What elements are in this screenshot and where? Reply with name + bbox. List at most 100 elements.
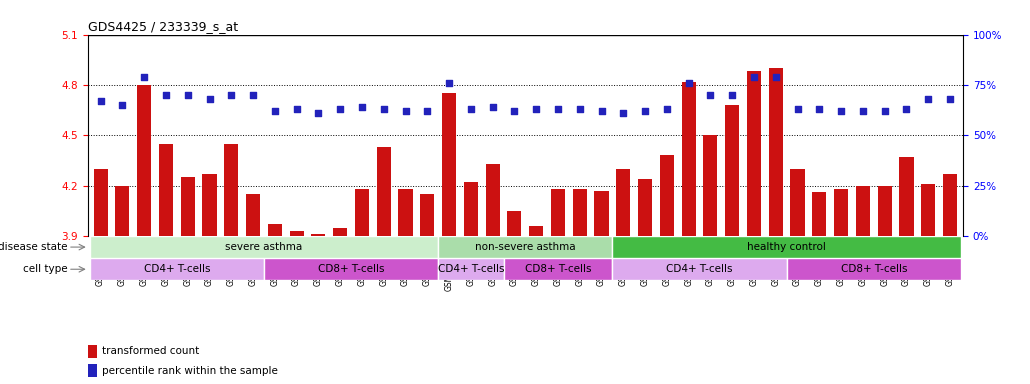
Point — [224, 92, 240, 98]
Text: transformed count: transformed count — [102, 346, 199, 356]
Bar — [333, 228, 347, 236]
Point — [114, 102, 131, 108]
Point — [93, 98, 109, 104]
Text: cell type: cell type — [24, 264, 68, 274]
Point — [398, 108, 414, 114]
Bar — [264, 258, 438, 280]
Text: CD4+ T-cells: CD4+ T-cells — [143, 264, 210, 274]
Bar — [921, 184, 935, 236]
Bar — [438, 236, 613, 258]
Bar — [660, 156, 674, 236]
Point — [724, 92, 741, 98]
Bar — [377, 147, 390, 236]
Bar — [88, 345, 97, 358]
Bar — [747, 71, 761, 236]
Point — [702, 92, 719, 98]
Point — [593, 108, 610, 114]
Bar — [268, 224, 282, 236]
Point — [528, 106, 545, 112]
Text: GDS4425 / 233339_s_at: GDS4425 / 233339_s_at — [88, 20, 238, 33]
Text: percentile rank within the sample: percentile rank within the sample — [102, 366, 278, 376]
Point — [484, 104, 501, 110]
Text: CD8+ T-cells: CD8+ T-cells — [840, 264, 907, 274]
Point — [811, 106, 827, 112]
Point — [920, 96, 936, 102]
Point — [550, 106, 566, 112]
Point — [179, 92, 196, 98]
Bar — [856, 185, 870, 236]
Point — [310, 110, 327, 116]
Bar — [878, 185, 892, 236]
Bar — [551, 189, 565, 236]
Point — [767, 74, 784, 80]
Bar — [594, 191, 609, 236]
Bar — [442, 93, 456, 236]
Bar — [613, 258, 787, 280]
Bar — [90, 258, 264, 280]
Bar — [137, 85, 151, 236]
Text: severe asthma: severe asthma — [226, 242, 303, 252]
Point — [681, 80, 697, 86]
Text: healthy control: healthy control — [747, 242, 826, 252]
Point — [877, 108, 893, 114]
Point — [506, 108, 522, 114]
Bar — [787, 258, 961, 280]
Bar — [399, 189, 413, 236]
Bar — [613, 236, 961, 258]
Text: disease state: disease state — [0, 242, 68, 252]
Text: CD4+ T-cells: CD4+ T-cells — [438, 264, 504, 274]
Bar — [899, 157, 914, 236]
Point — [288, 106, 305, 112]
Text: CD4+ T-cells: CD4+ T-cells — [666, 264, 732, 274]
Bar — [485, 164, 500, 236]
Bar — [311, 234, 325, 236]
Bar — [504, 258, 613, 280]
Bar — [355, 189, 369, 236]
Point — [136, 74, 152, 80]
Bar — [88, 364, 97, 377]
Bar — [703, 135, 718, 236]
Bar — [682, 81, 695, 236]
Bar — [790, 169, 804, 236]
Point — [419, 108, 436, 114]
Bar — [115, 185, 130, 236]
Point — [201, 96, 217, 102]
Point — [658, 106, 675, 112]
Point — [158, 92, 174, 98]
Bar — [246, 194, 261, 236]
Point — [441, 80, 457, 86]
Bar — [203, 174, 216, 236]
Point — [746, 74, 762, 80]
Bar — [159, 144, 173, 236]
Bar — [180, 177, 195, 236]
Point — [789, 106, 805, 112]
Bar — [508, 211, 521, 236]
Bar — [573, 189, 587, 236]
Point — [833, 108, 850, 114]
Point — [376, 106, 392, 112]
Point — [332, 106, 348, 112]
Bar — [94, 169, 108, 236]
Bar — [942, 174, 957, 236]
Bar — [813, 192, 826, 236]
Bar — [616, 169, 630, 236]
Point — [898, 106, 915, 112]
Point — [637, 108, 653, 114]
Text: CD8+ T-cells: CD8+ T-cells — [318, 264, 384, 274]
Bar — [834, 189, 848, 236]
Bar — [225, 144, 238, 236]
Bar — [438, 258, 504, 280]
Point — [941, 96, 958, 102]
Bar — [420, 194, 435, 236]
Point — [615, 110, 631, 116]
Text: CD8+ T-cells: CD8+ T-cells — [524, 264, 591, 274]
Bar — [529, 226, 543, 236]
Point — [855, 108, 871, 114]
Point — [353, 104, 370, 110]
Point — [245, 92, 262, 98]
Bar — [725, 105, 740, 236]
Bar — [464, 182, 478, 236]
Point — [267, 108, 283, 114]
Text: non-severe asthma: non-severe asthma — [475, 242, 576, 252]
Bar — [768, 68, 783, 236]
